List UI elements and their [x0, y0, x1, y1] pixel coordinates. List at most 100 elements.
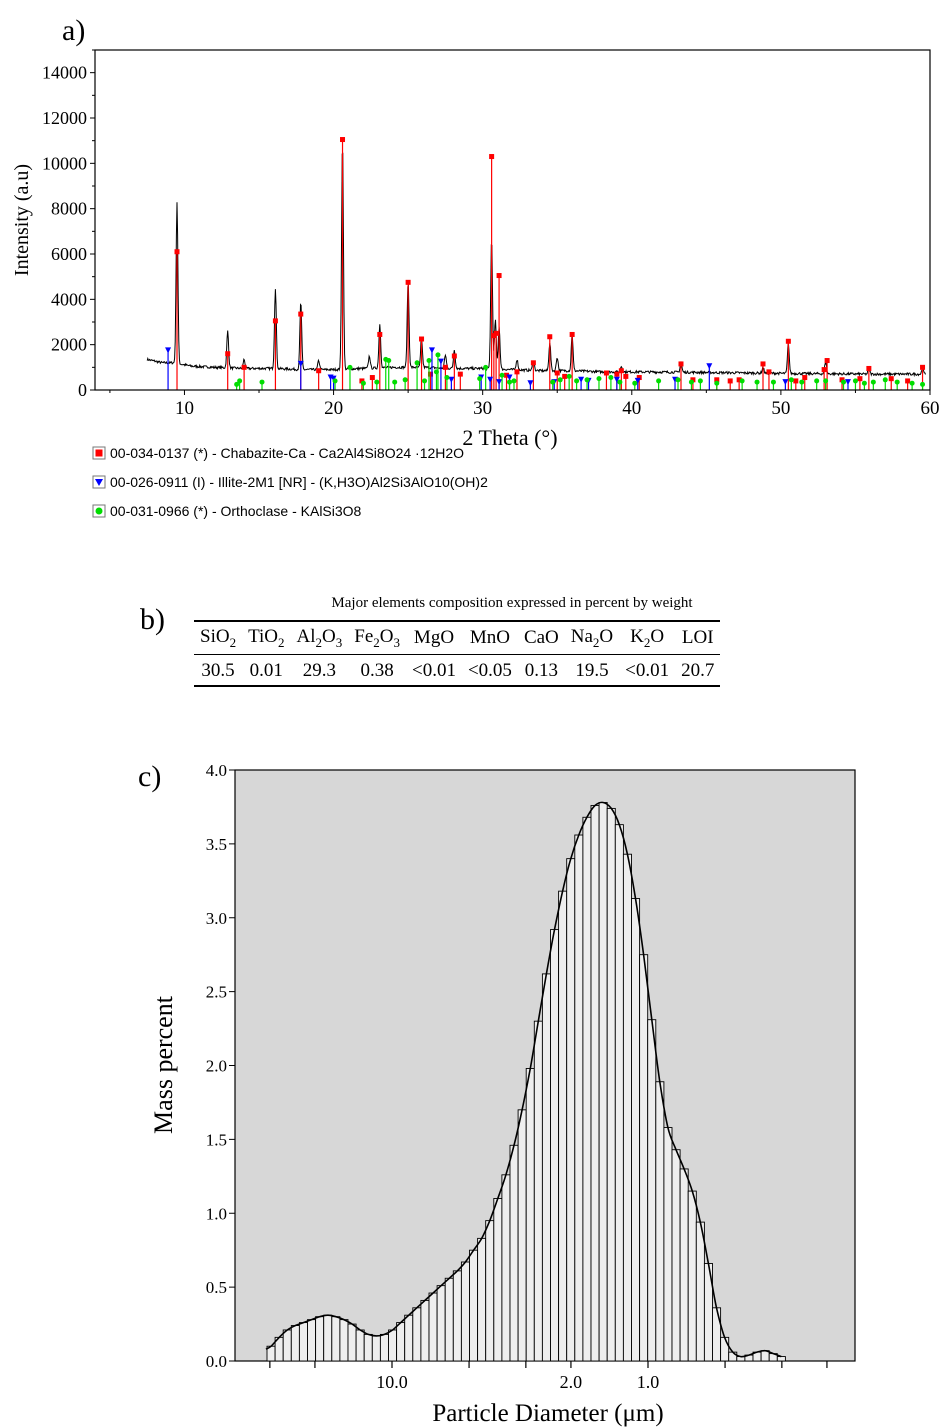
header-text: O	[322, 626, 336, 647]
xrd-x-axis: 10 20 30 40 50 60	[109, 390, 940, 419]
reference-marker	[557, 377, 563, 383]
psd-bar	[428, 1292, 438, 1362]
reference-marker	[727, 378, 733, 384]
composition-column-header: SiO2	[194, 619, 243, 655]
y-tick-label: 4000	[51, 289, 87, 309]
reference-marker	[802, 375, 808, 381]
reference-marker	[866, 365, 872, 371]
header-text: Al	[296, 626, 316, 647]
psd-x-axis: 10.0 2.0 1.0	[269, 1361, 828, 1392]
header-text: O	[379, 626, 394, 647]
reference-marker	[785, 338, 791, 344]
xrd-series	[174, 137, 926, 390]
psd-bar	[728, 1351, 738, 1362]
reference-marker	[766, 369, 772, 375]
x-tick-label: 10	[175, 398, 194, 419]
composition-value: 19.5	[564, 654, 620, 687]
psd-bar	[550, 929, 560, 1362]
reference-marker	[297, 360, 304, 367]
reference-marker	[550, 379, 556, 385]
reference-marker	[714, 377, 720, 383]
reference-marker	[360, 380, 366, 386]
reference-marker	[636, 375, 642, 381]
psd-bar	[631, 898, 641, 1362]
reference-marker	[603, 370, 609, 376]
reference-marker	[656, 378, 662, 384]
reference-marker	[678, 361, 684, 367]
psd-bar	[501, 1174, 511, 1362]
psd-bar	[541, 973, 551, 1362]
reference-marker	[374, 379, 380, 385]
reference-marker	[632, 380, 638, 386]
reference-marker	[316, 368, 322, 374]
psd-bar	[331, 1316, 341, 1362]
xrd-pattern-line	[146, 152, 926, 378]
xrd-y-axis-label: Intensity (a.u)	[11, 164, 33, 276]
xrd-plot	[146, 137, 926, 390]
psd-bar	[420, 1299, 430, 1362]
y-tick-label: 12000	[42, 108, 87, 128]
x-tick-label: 30	[473, 398, 492, 419]
reference-marker	[332, 378, 338, 384]
psd-y-axis: 0.0 0.5 1.0 1.5 2.0 2.5 3.0 3.5 4.0	[206, 761, 235, 1371]
reference-marker	[614, 371, 620, 377]
reference-marker	[419, 336, 425, 342]
reference-marker	[617, 379, 623, 385]
legend-label: 00-034-0137 (*) - Chabazite-Ca - Ca2Al4S…	[110, 445, 464, 461]
psd-bar	[339, 1319, 349, 1362]
reference-marker	[298, 311, 304, 317]
reference-marker	[793, 378, 799, 384]
header-text: K	[630, 626, 644, 647]
psd-bar	[687, 1190, 697, 1362]
xrd-x-axis-label: 2 Theta (°)	[462, 425, 557, 450]
reference-marker	[714, 380, 720, 386]
reference-marker	[448, 376, 455, 383]
composition-column-header: MnO	[461, 619, 518, 655]
psd-bar	[436, 1285, 446, 1362]
psd-bar	[655, 1081, 665, 1362]
psd-bar	[493, 1198, 503, 1362]
reference-marker	[437, 358, 444, 365]
psd-bar	[477, 1237, 487, 1362]
xrd-series	[165, 347, 851, 390]
reference-marker	[499, 372, 505, 378]
reference-marker	[477, 376, 483, 382]
header-subscript: 2	[592, 634, 600, 650]
reference-marker	[241, 364, 247, 370]
x-tick-label: 2.0	[560, 1372, 583, 1392]
reference-marker	[894, 379, 900, 385]
psd-plot	[265, 801, 786, 1362]
reference-marker	[634, 377, 641, 384]
header-text: Fe	[354, 626, 374, 647]
psd-bar	[566, 858, 576, 1362]
reference-marker	[340, 137, 346, 143]
psd-bar	[558, 890, 568, 1362]
reference-marker	[697, 378, 703, 384]
reference-marker	[799, 379, 805, 385]
reference-marker	[511, 378, 517, 384]
legend-marker	[95, 449, 103, 457]
psd-y-axis-label: Mass percent	[149, 995, 178, 1134]
reference-marker	[359, 378, 365, 384]
y-tick-label: 6000	[51, 244, 87, 264]
reference-marker	[613, 376, 620, 383]
composition-column-header: K2O	[619, 619, 676, 655]
reference-marker	[369, 375, 375, 381]
xrd-legend: 00-034-0137 (*) - Chabazite-Ca - Ca2Al4S…	[92, 445, 488, 519]
composition-value: 0.13	[517, 654, 565, 687]
reference-marker	[527, 380, 534, 387]
composition-column-header: Fe2O3	[348, 619, 406, 655]
xrd-series	[234, 352, 926, 390]
reference-marker	[782, 379, 789, 386]
composition-table: SiO2 TiO2 Al2O3 Fe2O3 MgO MnO CaO Na2O K2O LOI 30…	[194, 619, 721, 687]
header-subscript: 2	[643, 634, 651, 650]
reference-marker	[739, 378, 745, 384]
psd-bar	[460, 1261, 470, 1362]
panel-c-letter: c)	[138, 760, 161, 793]
psd-bar	[776, 1356, 786, 1362]
reference-marker	[234, 381, 240, 387]
reference-marker	[487, 376, 494, 383]
reference-marker	[882, 377, 888, 383]
reference-marker	[920, 381, 926, 387]
reference-marker	[888, 376, 894, 382]
